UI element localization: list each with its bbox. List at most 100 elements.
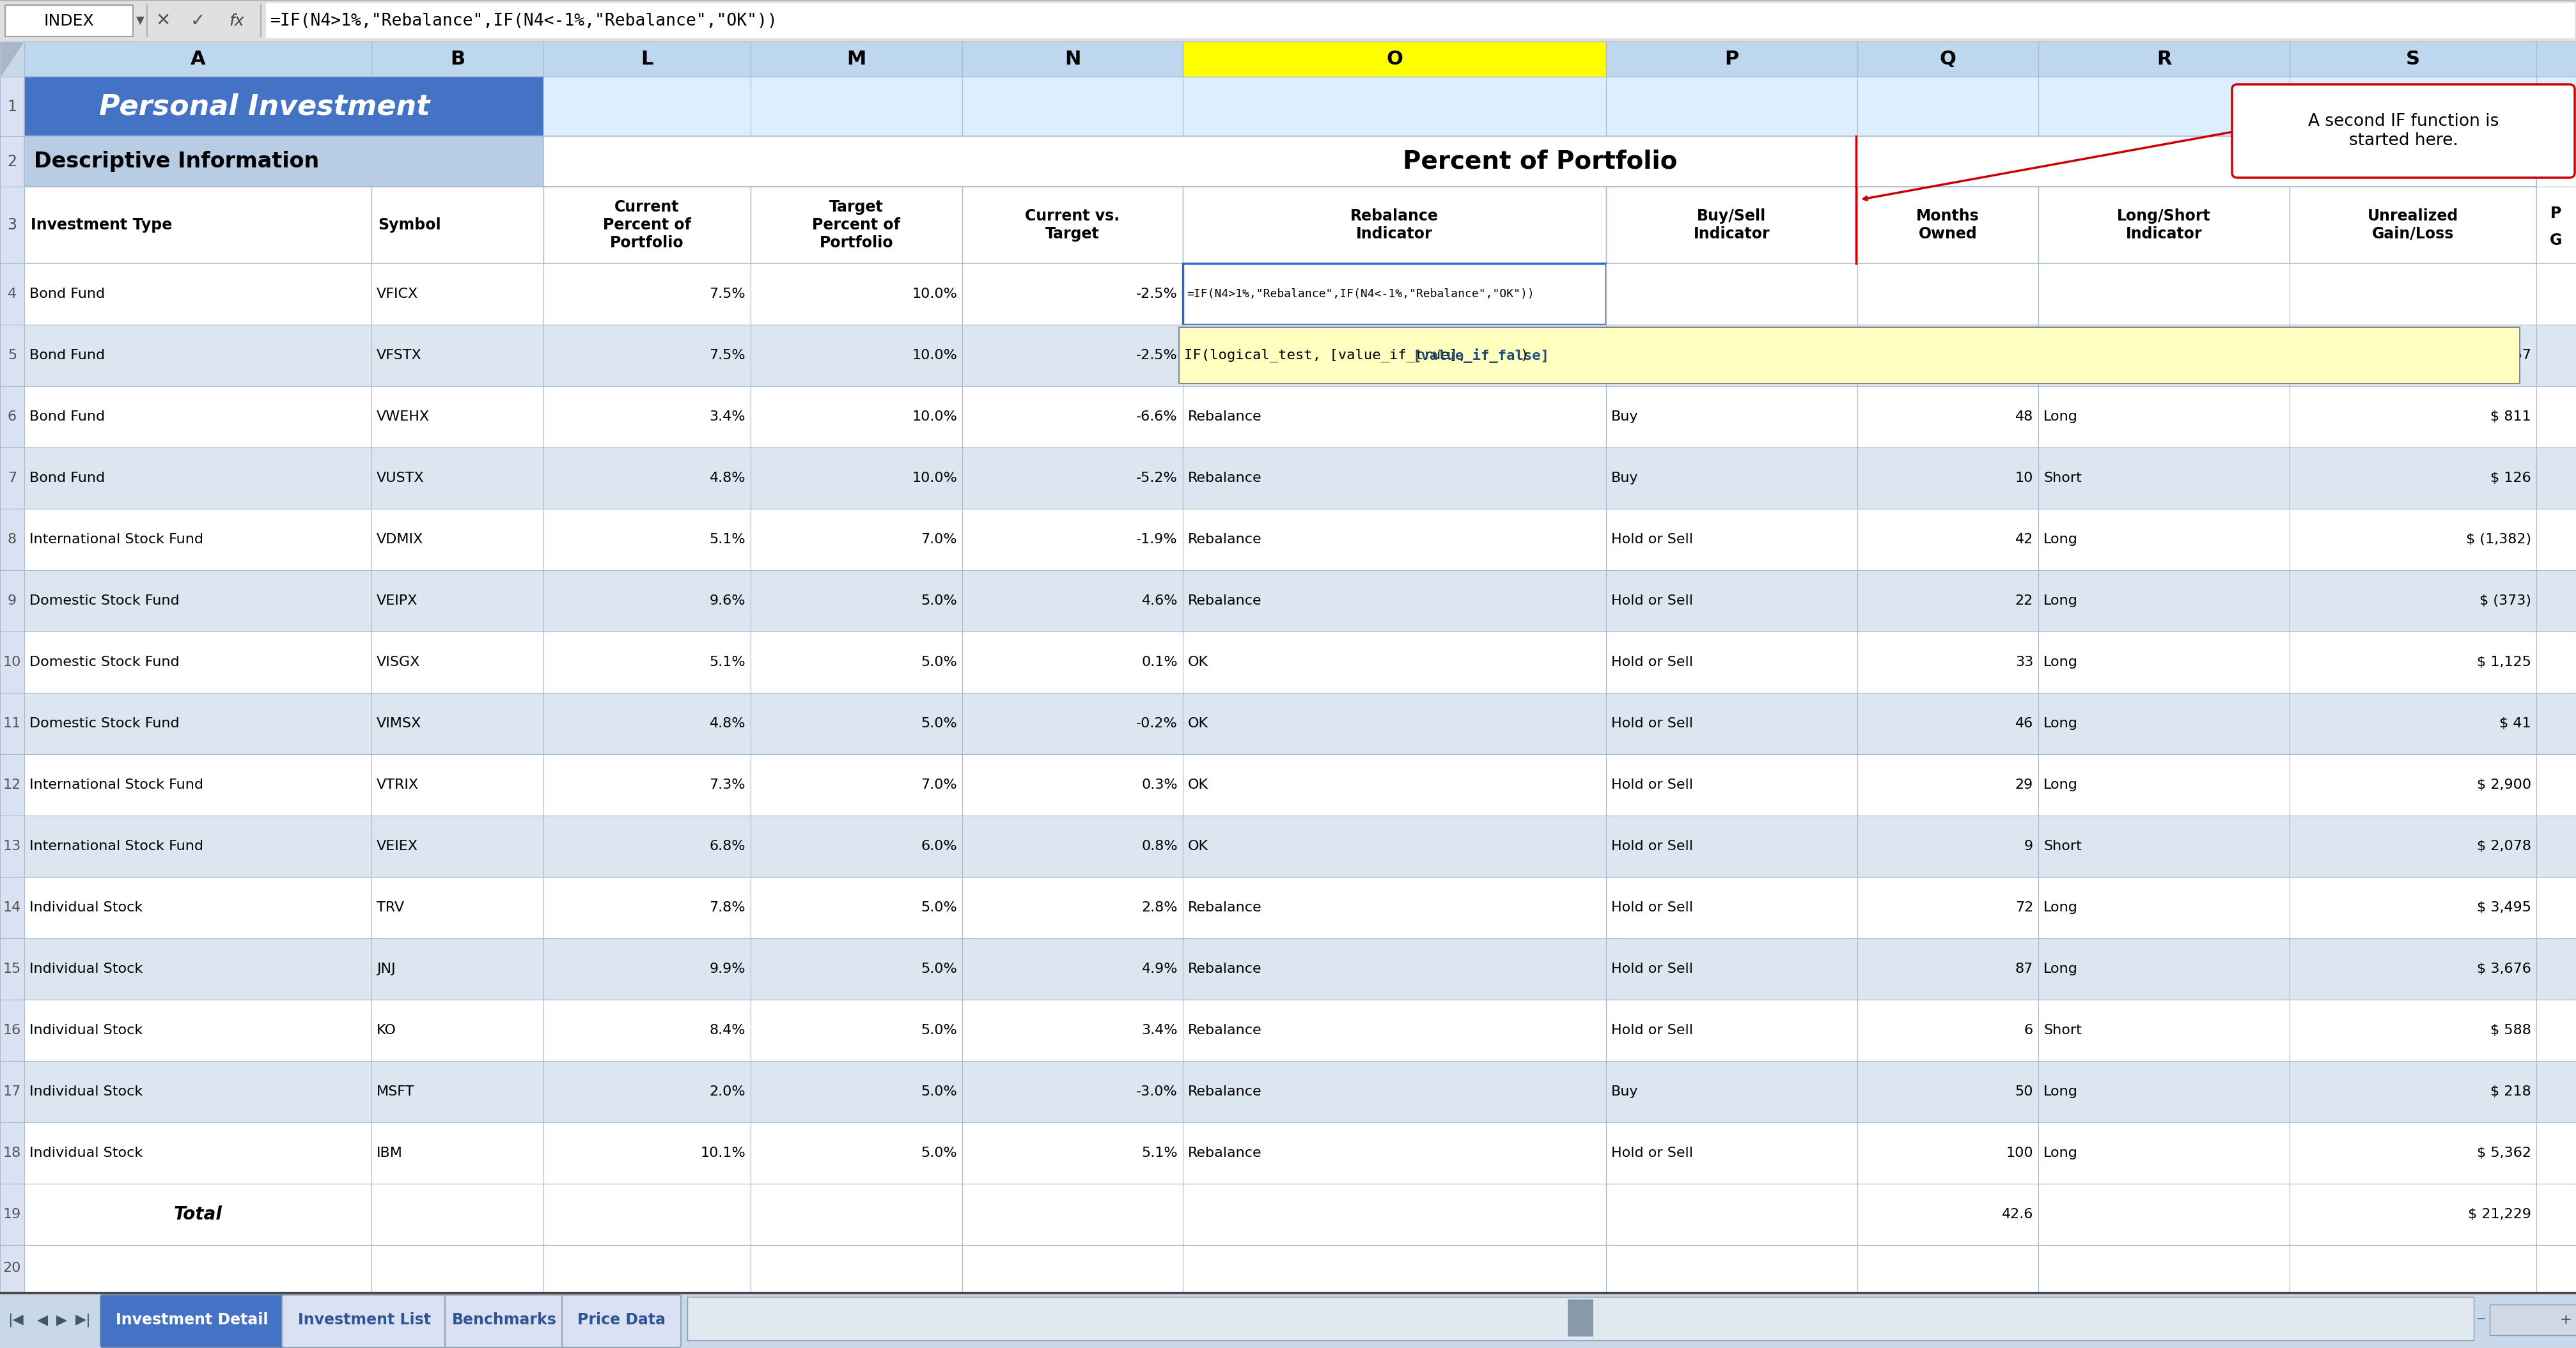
Bar (963, 878, 1182, 938)
Text: International Stock Fund: International Stock Fund (28, 532, 204, 546)
Text: Current vs.
Target: Current vs. Target (1025, 209, 1121, 241)
Text: M: M (848, 50, 866, 69)
Text: 5.1%: 5.1% (708, 655, 744, 669)
Bar (963, 938, 1182, 1000)
Bar (23, 938, 371, 1000)
Bar (2290, 570, 2537, 631)
Text: Buy/Sell
Indicator: Buy/Sell Indicator (1692, 209, 1770, 241)
Text: 16: 16 (3, 1024, 21, 1037)
Text: VWEHX: VWEHX (376, 410, 430, 423)
Bar (750, 1184, 963, 1246)
Bar (0, 693, 23, 755)
Text: INDEX: INDEX (44, 13, 95, 28)
Bar (1857, 508, 2038, 570)
Text: 46: 46 (2014, 717, 2032, 729)
Text: 9.9%: 9.9% (708, 962, 744, 976)
Bar (2038, 878, 2290, 938)
Text: 4.9%: 4.9% (1141, 962, 1177, 976)
Bar (23, 755, 371, 816)
Text: Hold or Sell: Hold or Sell (1610, 1147, 1692, 1159)
Bar (1857, 1246, 2038, 1291)
Bar (23, 570, 371, 631)
Bar (1182, 263, 1605, 325)
Text: 1: 1 (8, 98, 18, 115)
Text: $ 588: $ 588 (2491, 1024, 2532, 1037)
Bar (544, 136, 2537, 186)
Bar (0, 386, 23, 448)
Bar (2537, 878, 2576, 938)
Bar (2038, 42, 2290, 77)
Bar (1182, 77, 1605, 136)
Text: R: R (2156, 50, 2172, 69)
Text: 48: 48 (2014, 410, 2032, 423)
Bar (544, 77, 750, 136)
Bar (2537, 508, 2576, 570)
Text: Buy: Buy (1610, 472, 1638, 484)
Bar (2537, 570, 2576, 631)
Bar (0, 631, 23, 693)
Bar (750, 938, 963, 1000)
Bar (2038, 325, 2290, 386)
Bar (1857, 263, 2038, 325)
Bar (2038, 816, 2290, 878)
Polygon shape (0, 43, 23, 75)
Bar (371, 42, 544, 77)
Bar (371, 325, 544, 386)
Text: ▼: ▼ (137, 15, 144, 27)
Text: $ 2,900: $ 2,900 (2476, 779, 2532, 791)
Text: P: P (1723, 50, 1739, 69)
Bar (750, 386, 963, 448)
Bar (963, 263, 1182, 325)
Text: Hold or Sell: Hold or Sell (1610, 655, 1692, 669)
Text: 5.0%: 5.0% (920, 1085, 958, 1099)
Text: Individual Stock: Individual Stock (28, 902, 142, 914)
Text: Long: Long (2043, 1085, 2079, 1099)
Bar (2290, 816, 2537, 878)
Bar (2290, 42, 2537, 77)
Text: A: A (191, 50, 206, 69)
Text: 5.0%: 5.0% (920, 902, 958, 914)
Text: Rebalance: Rebalance (1188, 594, 1262, 607)
Text: 7.0%: 7.0% (922, 779, 958, 791)
Text: 10: 10 (2014, 472, 2032, 484)
Text: Long: Long (2043, 594, 2079, 607)
Text: Investment List: Investment List (299, 1312, 430, 1328)
Bar (2537, 386, 2576, 448)
Text: Domestic Stock Fund: Domestic Stock Fund (28, 717, 180, 729)
Text: 2.8%: 2.8% (1141, 902, 1177, 914)
Bar (0, 1291, 2576, 1294)
Text: 7.0%: 7.0% (922, 532, 958, 546)
Text: 5.0%: 5.0% (920, 594, 958, 607)
Text: -1.9%: -1.9% (1136, 532, 1177, 546)
Bar (1605, 938, 1857, 1000)
Bar (2038, 693, 2290, 755)
Text: 2: 2 (8, 154, 18, 168)
Bar (1182, 386, 1605, 448)
Text: Individual Stock: Individual Stock (28, 1085, 142, 1099)
Text: 7.5%: 7.5% (708, 349, 744, 361)
Text: 4.6%: 4.6% (1141, 594, 1177, 607)
Bar (750, 1000, 963, 1061)
Text: 22: 22 (2014, 594, 2032, 607)
FancyBboxPatch shape (281, 1295, 446, 1348)
Bar (750, 1246, 963, 1291)
Bar (2038, 1000, 2290, 1061)
Text: Domestic Stock Fund: Domestic Stock Fund (28, 655, 180, 669)
Bar (544, 1061, 750, 1123)
Bar (371, 508, 544, 570)
Bar (1857, 1000, 2038, 1061)
Text: Individual Stock: Individual Stock (28, 962, 142, 976)
Bar (544, 693, 750, 755)
Bar (544, 938, 750, 1000)
Text: Investment Detail: Investment Detail (116, 1312, 268, 1328)
Text: ✓: ✓ (191, 12, 206, 30)
Text: Short: Short (2043, 1024, 2081, 1037)
Text: 18: 18 (3, 1147, 21, 1159)
Bar (544, 878, 750, 938)
Bar (2537, 1000, 2576, 1061)
Text: 5.0%: 5.0% (920, 962, 958, 976)
Text: 9: 9 (2025, 840, 2032, 853)
Text: 13: 13 (3, 840, 21, 853)
Text: Rebalance: Rebalance (1188, 902, 1262, 914)
Bar (544, 508, 750, 570)
